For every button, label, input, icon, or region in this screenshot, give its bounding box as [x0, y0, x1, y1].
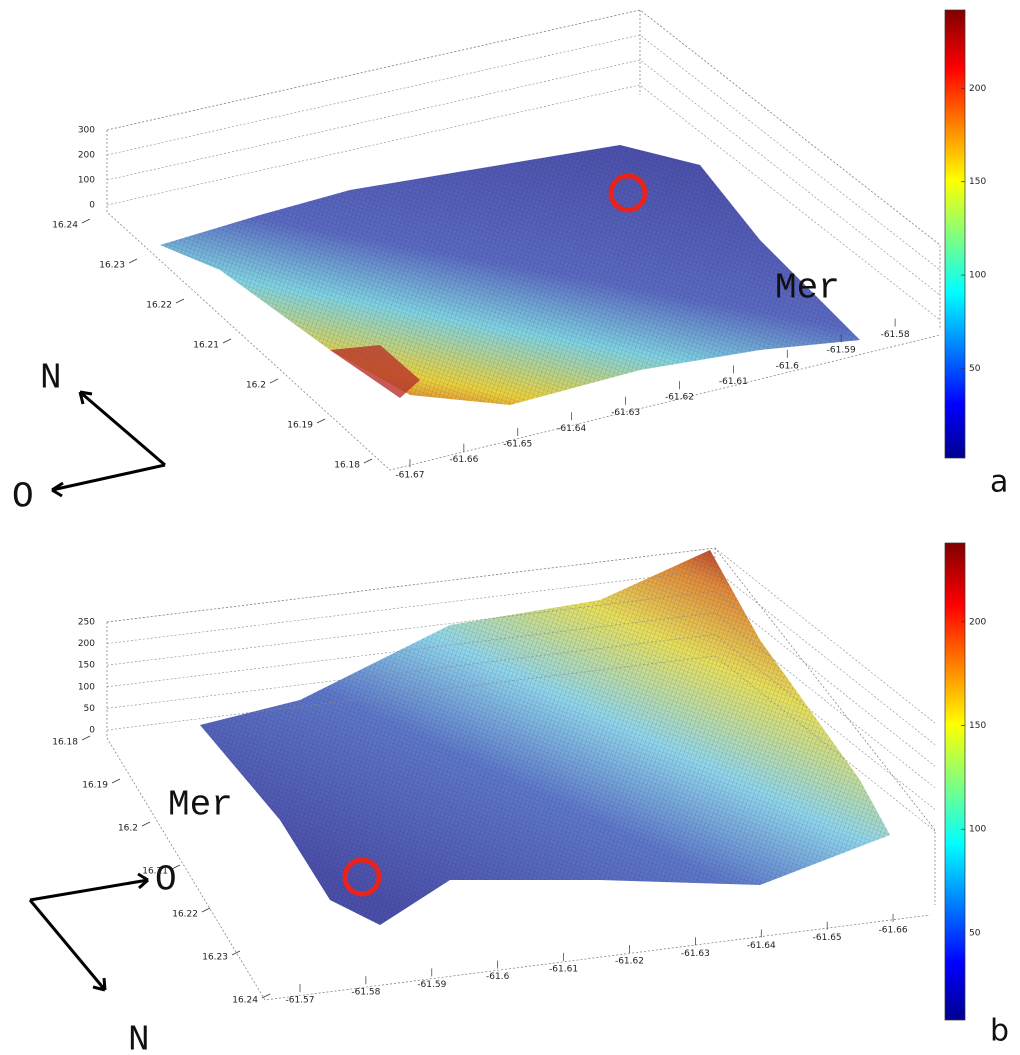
y-tick-label: 16.22 — [172, 910, 198, 920]
compass-west: O — [155, 860, 177, 901]
z-tick-label: 100 — [78, 176, 95, 186]
z-tick-label: 100 — [78, 682, 95, 692]
surface-peak — [330, 345, 420, 398]
z-tick-label: 300 — [78, 126, 95, 136]
y-tick-label: 16.19 — [287, 421, 313, 431]
colorbar-tick-label: 50 — [969, 364, 981, 374]
x-tick-label: -61.6 — [776, 361, 800, 371]
compass-north: N — [40, 358, 62, 399]
grid-line — [106, 655, 936, 832]
grid-line — [106, 612, 936, 789]
compass-north: N — [128, 1020, 150, 1055]
y-tick-label: 16.18 — [52, 738, 78, 748]
tick-mark — [111, 778, 121, 784]
y-tick-label: 16.24 — [232, 996, 258, 1006]
colorbar-tick-label: 100 — [969, 825, 986, 835]
surface-mesh — [160, 145, 860, 405]
x-tick-label: -61.67 — [395, 471, 424, 481]
grid-line — [106, 84, 941, 321]
x-tick-label: -61.62 — [615, 957, 644, 967]
colorbar-tick-label: 100 — [969, 271, 986, 281]
y-tick-label: 16.22 — [146, 301, 172, 311]
surface-mesh — [200, 550, 890, 925]
tick-mark — [201, 907, 211, 913]
panel-b-box — [106, 547, 936, 1001]
x-tick-label: -61.64 — [747, 941, 776, 951]
y-tick-label: 16.18 — [334, 461, 360, 471]
panel-label: a — [990, 465, 1008, 500]
grid-line — [106, 59, 941, 296]
x-tick-label: -61.59 — [417, 980, 446, 990]
tick-mark — [222, 338, 232, 344]
x-tick-label: -61.57 — [285, 996, 314, 1006]
x-tick-label: -61.59 — [827, 346, 856, 356]
colorbar-tick-label: 200 — [969, 84, 986, 94]
x-tick-label: -61.6 — [486, 972, 510, 982]
annotation: Mer — [775, 268, 840, 309]
x-tick-label: -61.62 — [665, 393, 694, 403]
grid-line — [106, 9, 941, 246]
tick-mark — [269, 378, 279, 384]
compass-a — [51, 390, 166, 498]
x-tick-label: -61.63 — [611, 408, 640, 418]
tick-mark — [316, 418, 326, 424]
y-tick-label: 16.23 — [202, 953, 228, 963]
colorbar-tick-label: 200 — [969, 617, 986, 627]
panel-a-box — [106, 9, 941, 471]
z-tick-label: 50 — [84, 704, 96, 714]
y-tick-label: 16.19 — [82, 781, 108, 791]
x-tick-label: -61.58 — [881, 330, 910, 340]
y-tick-label: 16.21 — [193, 341, 219, 351]
tick-mark — [175, 298, 185, 304]
tick-mark — [81, 218, 91, 224]
compass-b — [28, 872, 149, 992]
highlight-circle — [608, 173, 648, 213]
tick-mark — [363, 458, 373, 464]
y-tick-label: 16.2 — [118, 824, 138, 834]
colorbar-tick-label: 150 — [969, 177, 986, 187]
x-tick-label: -61.66 — [879, 925, 908, 935]
x-tick-label: -61.63 — [681, 949, 710, 959]
z-tick-label: 200 — [78, 639, 95, 649]
z-tick-label: 0 — [89, 726, 95, 736]
y-tick-label: 16.2 — [246, 381, 266, 391]
x-tick-label: -61.61 — [719, 377, 748, 387]
x-tick-label: -61.65 — [503, 439, 532, 449]
x-tick-label: -61.64 — [557, 424, 586, 434]
tick-mark — [128, 258, 138, 264]
x-tick-label: -61.65 — [813, 933, 842, 943]
y-tick-label: 16.23 — [99, 261, 125, 271]
grid-line — [106, 34, 941, 271]
colorbar — [944, 9, 966, 459]
y-tick-label: 16.21 — [142, 867, 168, 877]
compass-west: O — [12, 477, 34, 518]
x-tick-label: -61.61 — [549, 964, 578, 974]
colorbar — [944, 542, 966, 1021]
annotation: Mer — [168, 785, 233, 826]
z-tick-label: 250 — [78, 618, 95, 628]
tick-mark — [81, 735, 91, 741]
z-tick-label: 0 — [89, 201, 95, 211]
grid-line — [106, 590, 936, 767]
tick-mark — [171, 864, 181, 870]
grid-line — [106, 547, 936, 724]
x-tick-label: -61.58 — [351, 988, 380, 998]
tick-mark — [231, 950, 241, 956]
grid-line — [106, 569, 936, 745]
z-tick-label: 200 — [78, 151, 95, 161]
tick-mark — [261, 993, 271, 999]
tick-mark — [141, 821, 151, 827]
panel-label: b — [990, 1014, 1009, 1049]
y-tick-label: 16.24 — [52, 221, 78, 231]
colorbar-tick-label: 50 — [969, 928, 981, 938]
colorbar-tick-label: 150 — [969, 721, 986, 731]
highlight-circle — [342, 857, 382, 897]
grid-line — [106, 634, 936, 810]
x-tick-label: -61.66 — [449, 455, 478, 465]
z-tick-label: 150 — [78, 661, 95, 671]
